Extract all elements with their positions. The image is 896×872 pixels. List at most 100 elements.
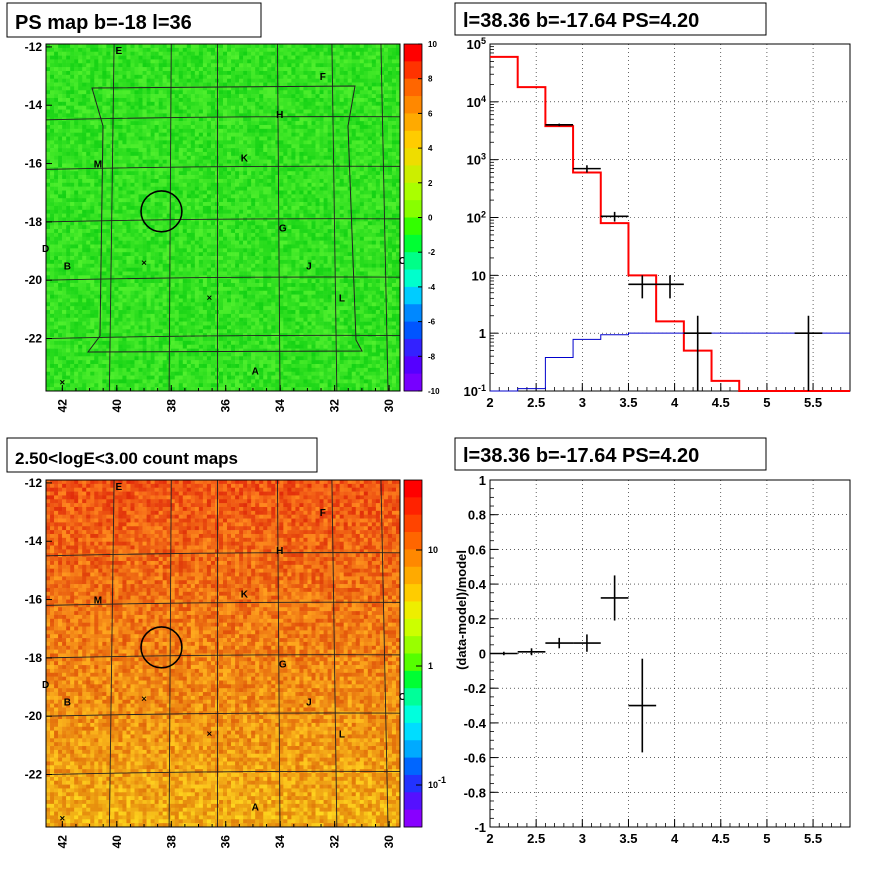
map-cell (291, 244, 296, 249)
map-cell (327, 209, 332, 214)
map-cell (134, 136, 139, 141)
map-cell (202, 121, 208, 126)
map-cell (379, 182, 385, 187)
map-cell (162, 202, 167, 207)
map-cell (339, 121, 344, 126)
map-cell (355, 78, 361, 83)
map-cell (86, 97, 91, 103)
map-cell (363, 151, 369, 157)
map-cell (202, 105, 208, 110)
map-cell (138, 236, 143, 241)
map-cell (267, 225, 272, 230)
map-cell (295, 167, 300, 172)
map-cell (227, 44, 232, 49)
map-cell (235, 259, 240, 265)
map-cell (50, 74, 55, 79)
map-cell (395, 240, 401, 245)
map-cell (166, 90, 171, 95)
map-cell (227, 205, 232, 211)
map-cell (118, 155, 123, 160)
map-cell (190, 256, 196, 261)
map-cell (66, 140, 71, 145)
map-cell (154, 194, 159, 199)
map-cell (138, 140, 143, 145)
map-cell (367, 248, 373, 253)
map-cell (126, 78, 131, 83)
map-cell (267, 186, 272, 191)
map-cell (231, 94, 236, 99)
map-cell (110, 240, 115, 245)
map-cell (307, 217, 312, 222)
map-cell (303, 155, 308, 160)
map-cell (174, 117, 180, 122)
map-cell (339, 105, 344, 110)
map-cell (114, 70, 119, 76)
map-cell (323, 190, 328, 195)
map-cell (263, 182, 268, 187)
map-cell (170, 198, 176, 203)
map-cell (227, 159, 232, 164)
map-cell (371, 217, 377, 222)
map-cell (351, 144, 357, 149)
map-cell (54, 63, 59, 68)
map-cell (331, 51, 336, 56)
map-cell (130, 70, 135, 76)
map-cell (279, 229, 284, 234)
map-cell (339, 186, 344, 191)
map-cell (118, 117, 123, 122)
map-cell (263, 90, 268, 95)
map-cell (271, 171, 276, 176)
map-cell (190, 240, 196, 245)
map-cell (279, 163, 284, 168)
map-cell (315, 205, 320, 211)
map-cell (367, 151, 373, 157)
map-cell (162, 205, 167, 211)
map-cell (267, 136, 272, 141)
map-cell (58, 213, 63, 218)
map-cell (263, 167, 268, 172)
map-cell (118, 47, 123, 53)
map-cell (283, 63, 288, 68)
map-cell (50, 86, 55, 91)
map-cell (275, 217, 280, 222)
map-cell (102, 259, 107, 265)
map-cell (170, 117, 176, 122)
map-cell (327, 136, 332, 141)
map-cell (122, 136, 127, 141)
map-cell (218, 90, 224, 95)
map-cell (210, 63, 216, 68)
map-cell (194, 67, 200, 72)
map-cell (247, 221, 252, 226)
map-cell (114, 213, 119, 218)
map-cell (182, 229, 188, 234)
map-cell (371, 194, 377, 199)
map-cell (62, 248, 67, 253)
map-cell (90, 198, 95, 203)
map-cell (363, 55, 369, 60)
map-cell (323, 178, 328, 184)
map-cell (130, 140, 135, 145)
map-cell (383, 47, 389, 53)
map-cell (66, 155, 71, 160)
map-cell (323, 90, 328, 95)
map-cell (102, 74, 107, 79)
map-cell (223, 151, 228, 157)
map-cell (339, 151, 344, 157)
map-cell (130, 225, 135, 230)
map-cell (102, 124, 107, 130)
map-cell (146, 151, 151, 157)
map-cell (158, 155, 163, 160)
map-cell (74, 198, 79, 203)
map-cell (114, 182, 119, 187)
map-cell (190, 109, 196, 114)
map-cell (218, 113, 224, 118)
map-cell (118, 140, 123, 145)
map-cell (283, 221, 288, 226)
map-cell (323, 163, 328, 168)
map-cell (251, 113, 256, 118)
map-cell (239, 182, 244, 187)
map-cell (190, 148, 196, 153)
map-cell (327, 240, 332, 245)
map-cell (54, 121, 59, 126)
map-cell (339, 202, 344, 207)
